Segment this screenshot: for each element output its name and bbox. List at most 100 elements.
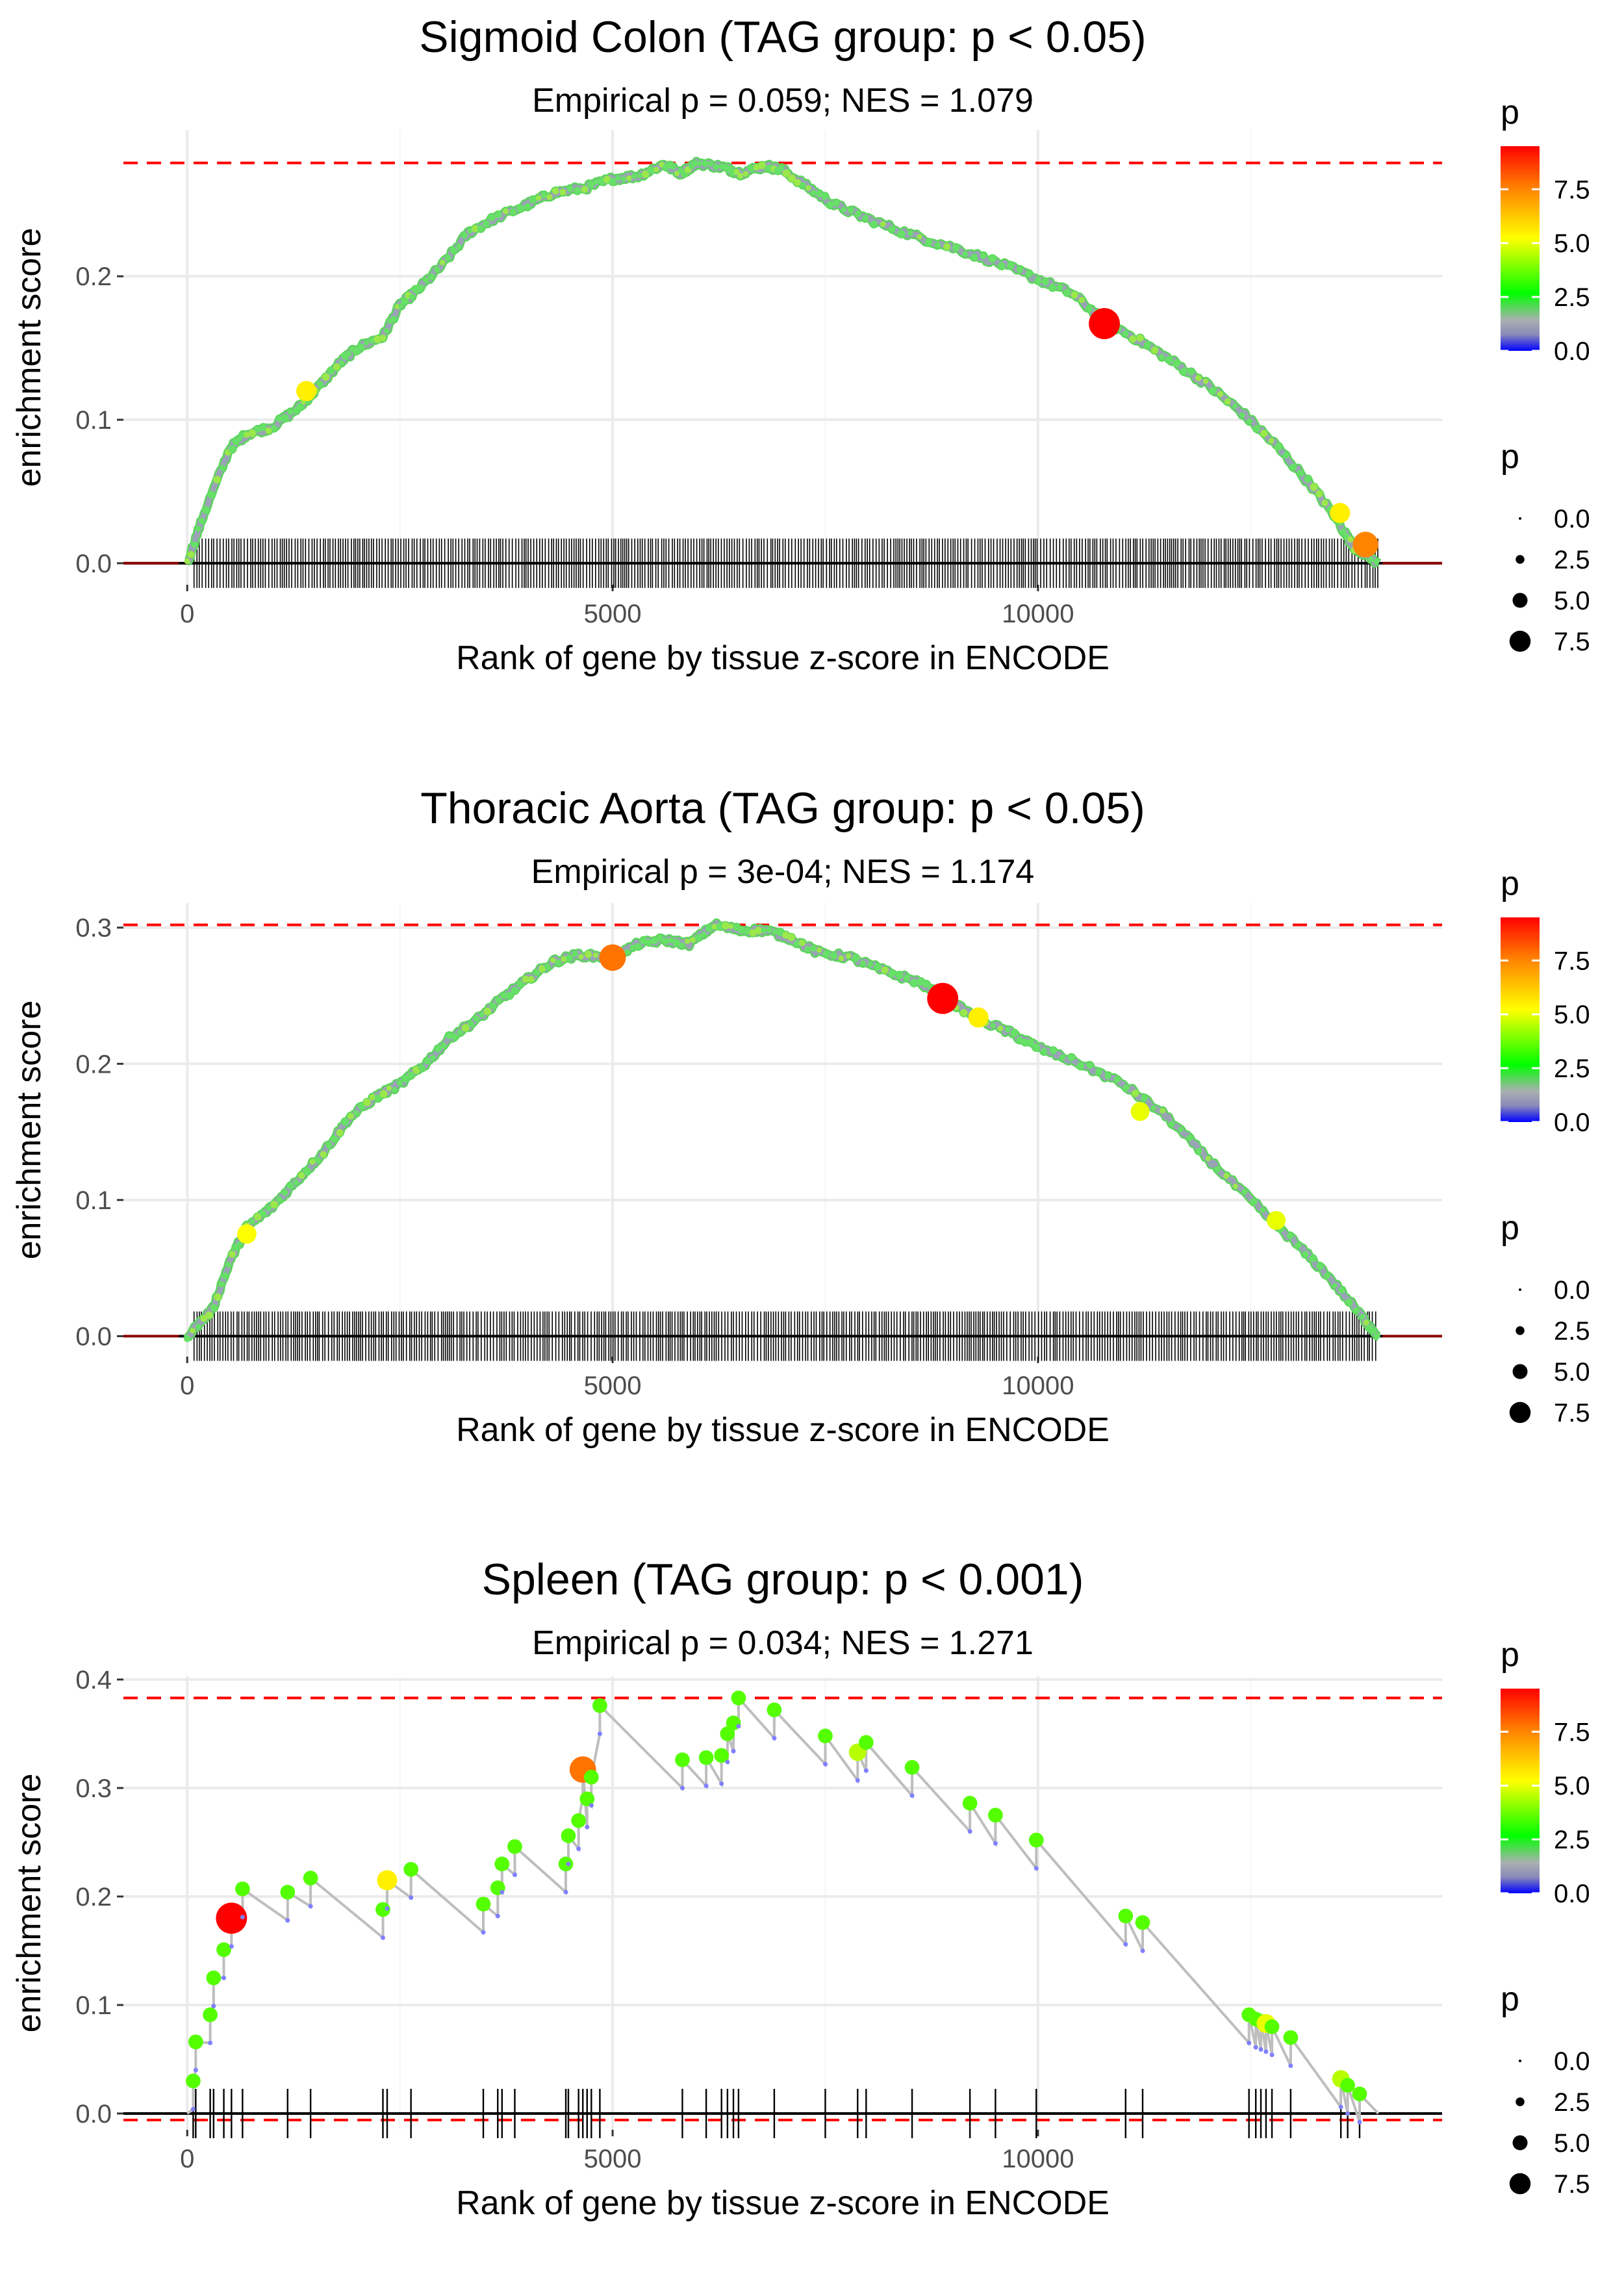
hit-point — [507, 1839, 522, 1854]
hit-base-point — [512, 1872, 517, 1878]
es-curve-dot — [1295, 1242, 1302, 1249]
panel-title: Sigmoid Colon (TAG group: p < 0.05) — [419, 12, 1146, 62]
es-curve-dot — [276, 1196, 283, 1203]
es-curve-dot — [1360, 1314, 1365, 1320]
es-curve-dot — [369, 1093, 376, 1101]
hit-point — [1330, 503, 1351, 524]
es-curve-dot — [637, 173, 643, 179]
es-curve-dot — [1021, 1038, 1029, 1046]
es-curve-dot — [1178, 1127, 1184, 1132]
size-legend-label: 5.0 — [1554, 587, 1590, 615]
es-curve-dot — [379, 335, 387, 342]
hit-base-point — [909, 1793, 915, 1798]
panel-1: Sigmoid Colon (TAG group: p < 0.05) Empir… — [10, 12, 1590, 677]
size-legend-label: 2.5 — [1554, 546, 1590, 574]
size-legend-dot — [1512, 2135, 1528, 2151]
es-curve-dot — [205, 1311, 213, 1319]
colorbar-label: 7.5 — [1554, 175, 1590, 204]
es-curve-dot — [228, 445, 236, 453]
gene-rug — [193, 538, 1378, 588]
es-curve-dot — [670, 164, 676, 170]
es-curve-dot — [1059, 1054, 1065, 1061]
es-curve-dot — [1187, 368, 1195, 376]
es-curve-dot — [1165, 355, 1173, 364]
es-curve-dot — [980, 252, 987, 259]
hit-point — [296, 381, 317, 402]
size-legend-dot — [1509, 2173, 1531, 2195]
es-curve-dot — [1246, 418, 1252, 424]
size-legend-label: 0.0 — [1554, 505, 1590, 533]
es-curve-dot — [1007, 261, 1015, 270]
colorbar — [1501, 917, 1540, 1122]
color-legend-title: p — [1501, 94, 1519, 131]
hit-base-point — [1338, 2104, 1343, 2110]
es-curve-dot — [1016, 1036, 1024, 1043]
es-curve-dot — [461, 1024, 470, 1032]
x-tick-label: 0 — [180, 600, 194, 628]
hit-base-point — [1345, 2111, 1351, 2116]
es-curve-dot — [187, 551, 195, 558]
es-curve-dot — [1160, 1108, 1166, 1114]
es-curve-dot — [456, 244, 462, 249]
es-curve-dot — [1032, 1043, 1040, 1051]
x-tick-label: 10000 — [1002, 2145, 1074, 2173]
panel-3: Spleen (TAG group: p < 0.001) Empirical p… — [10, 1555, 1590, 2222]
es-curve-dot — [254, 1213, 262, 1221]
es-curve-dot — [561, 956, 567, 962]
es-curve-dot — [646, 939, 652, 945]
es-curve-dot — [270, 1201, 278, 1208]
y-tick-label: 0.3 — [75, 1774, 112, 1803]
size-legend-dot — [1519, 517, 1521, 520]
es-curve — [185, 158, 1380, 567]
y-tick-label: 0.0 — [75, 2100, 112, 2128]
es-curve-dot — [540, 192, 548, 199]
es-curve-dot — [772, 929, 778, 935]
es-curve-dot — [1370, 1327, 1377, 1335]
es-curve-dot — [546, 194, 553, 200]
es-curve-dot — [434, 266, 440, 273]
hit-base-point — [563, 1889, 568, 1895]
es-curve-dot — [641, 170, 650, 178]
es-curve-dot — [917, 234, 922, 240]
size-legend-label: 7.5 — [1554, 1399, 1590, 1427]
hit-base-point — [993, 1841, 998, 1846]
colorbar-label: 2.5 — [1554, 1054, 1590, 1083]
es-curve-dot — [888, 969, 896, 978]
es-curve-dot — [593, 179, 600, 185]
es-curve-dot — [1347, 536, 1354, 543]
hit-base-point — [1269, 2052, 1275, 2058]
hit-base-point — [566, 1861, 571, 1867]
es-curve-dot — [1297, 470, 1304, 477]
colorbar-label: 5.0 — [1554, 1001, 1590, 1029]
x-axis-title: Rank of gene by tissue z-score in ENCODE — [456, 1411, 1110, 1449]
legend: p 7.5 5.0 2.5 0.0 p 0.0 2.5 5.0 7.5 — [1501, 1636, 1590, 2199]
es-curve-dot — [524, 203, 531, 211]
hit-point — [579, 1791, 595, 1807]
es-curve-dot — [684, 938, 691, 945]
hit-base-point — [1258, 2047, 1263, 2052]
es-curve-dot — [629, 944, 636, 951]
es-curve-dot — [1217, 390, 1224, 398]
panel-subtitle: Empirical p = 3e-04; NES = 1.174 — [531, 853, 1035, 891]
es-curve-dot — [668, 937, 674, 943]
hit-point — [186, 2073, 201, 2089]
hit-base-point — [863, 1768, 869, 1773]
es-curve-dot — [806, 185, 811, 191]
hit-point — [235, 1881, 250, 1897]
hit-point — [377, 1870, 398, 1891]
es-curve-dot — [259, 1210, 267, 1218]
hit-point — [962, 1796, 978, 1811]
es-curve-dot — [952, 244, 960, 251]
es-curve-dot — [314, 1156, 322, 1164]
es-curve-dot — [248, 429, 257, 437]
es-curve-dot — [401, 297, 409, 305]
y-axis-title: enrichment score — [10, 1001, 48, 1260]
es-curve-dot — [550, 957, 556, 964]
es-curve-dot — [331, 1135, 338, 1143]
size-legend-label: 0.0 — [1554, 1276, 1590, 1305]
es-curve-dot — [533, 969, 540, 977]
es-curve-dot — [776, 928, 785, 936]
hit-base-point — [725, 1759, 730, 1765]
es-curve-dot — [1027, 1039, 1035, 1046]
es-curve-dot — [1136, 334, 1144, 342]
